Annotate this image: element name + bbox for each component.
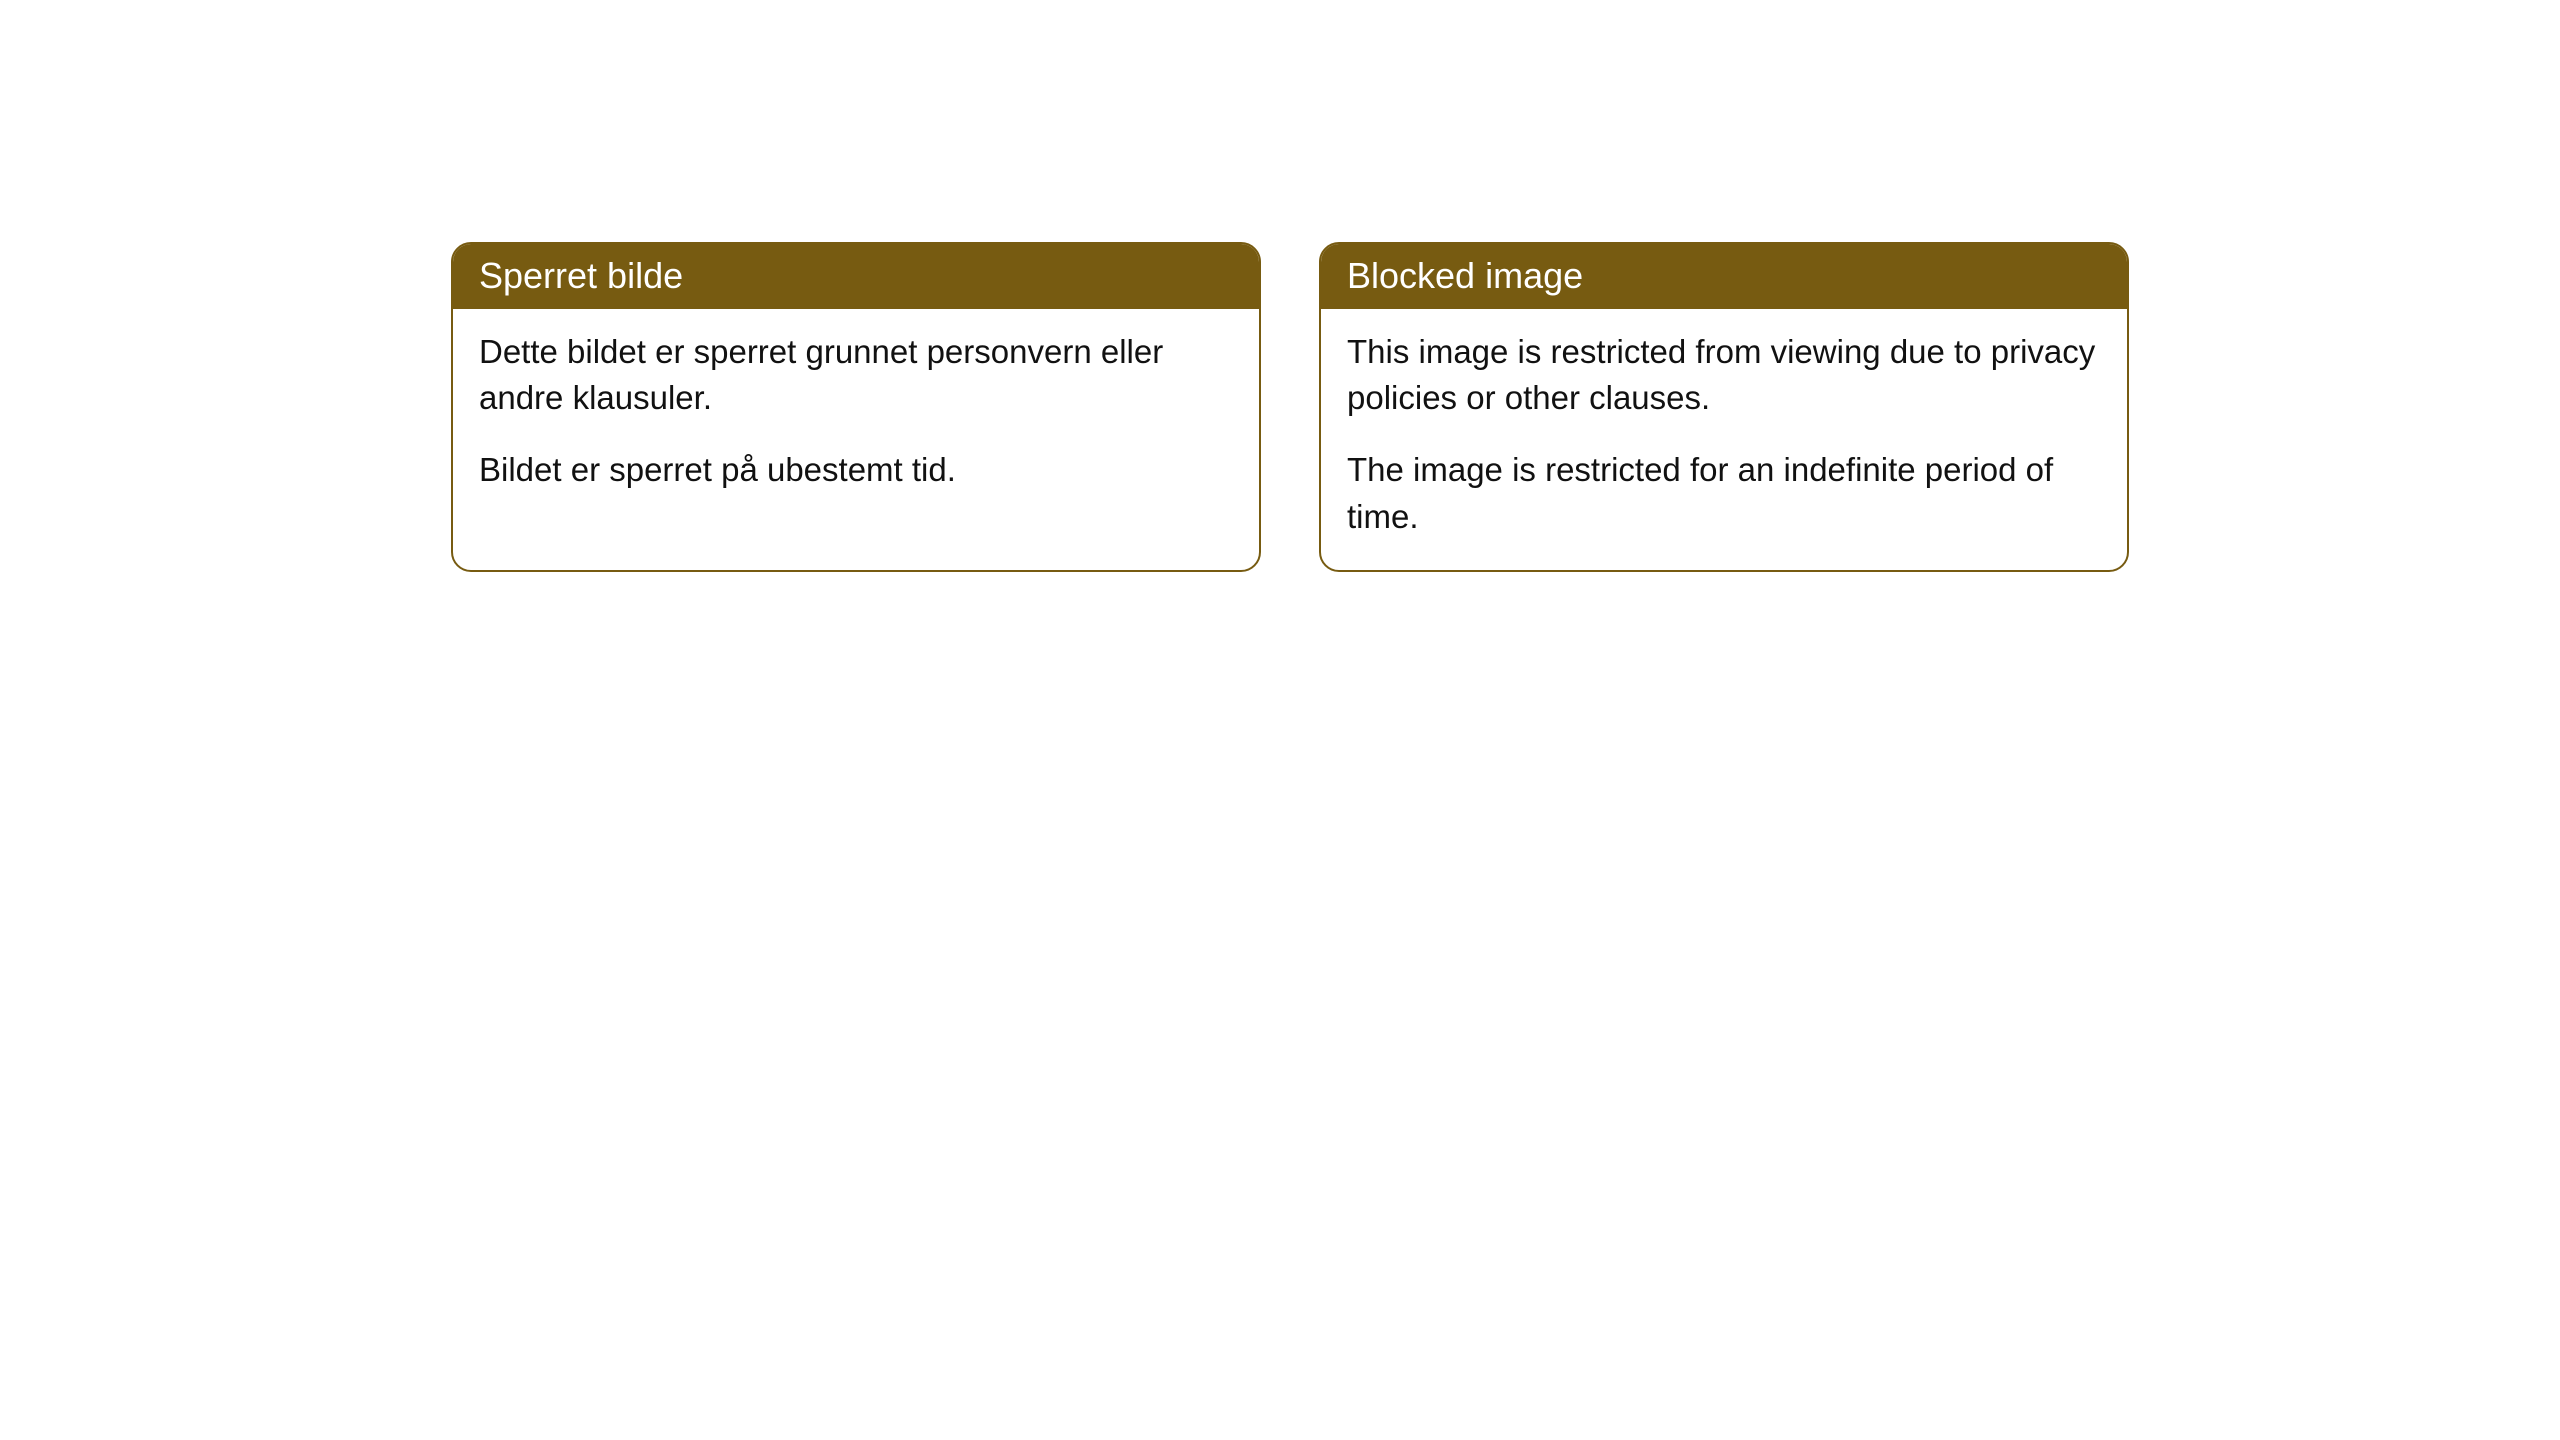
card-paragraph: Dette bildet er sperret grunnet personve… <box>479 329 1233 421</box>
card-body: Dette bildet er sperret grunnet personve… <box>453 309 1259 524</box>
cards-container: Sperret bilde Dette bildet er sperret gr… <box>0 0 2560 572</box>
card-paragraph: The image is restricted for an indefinit… <box>1347 447 2101 539</box>
card-body: This image is restricted from viewing du… <box>1321 309 2127 570</box>
blocked-image-card-en: Blocked image This image is restricted f… <box>1319 242 2129 572</box>
card-header: Sperret bilde <box>453 244 1259 309</box>
blocked-image-card-no: Sperret bilde Dette bildet er sperret gr… <box>451 242 1261 572</box>
card-paragraph: This image is restricted from viewing du… <box>1347 329 2101 421</box>
card-header: Blocked image <box>1321 244 2127 309</box>
card-paragraph: Bildet er sperret på ubestemt tid. <box>479 447 1233 493</box>
